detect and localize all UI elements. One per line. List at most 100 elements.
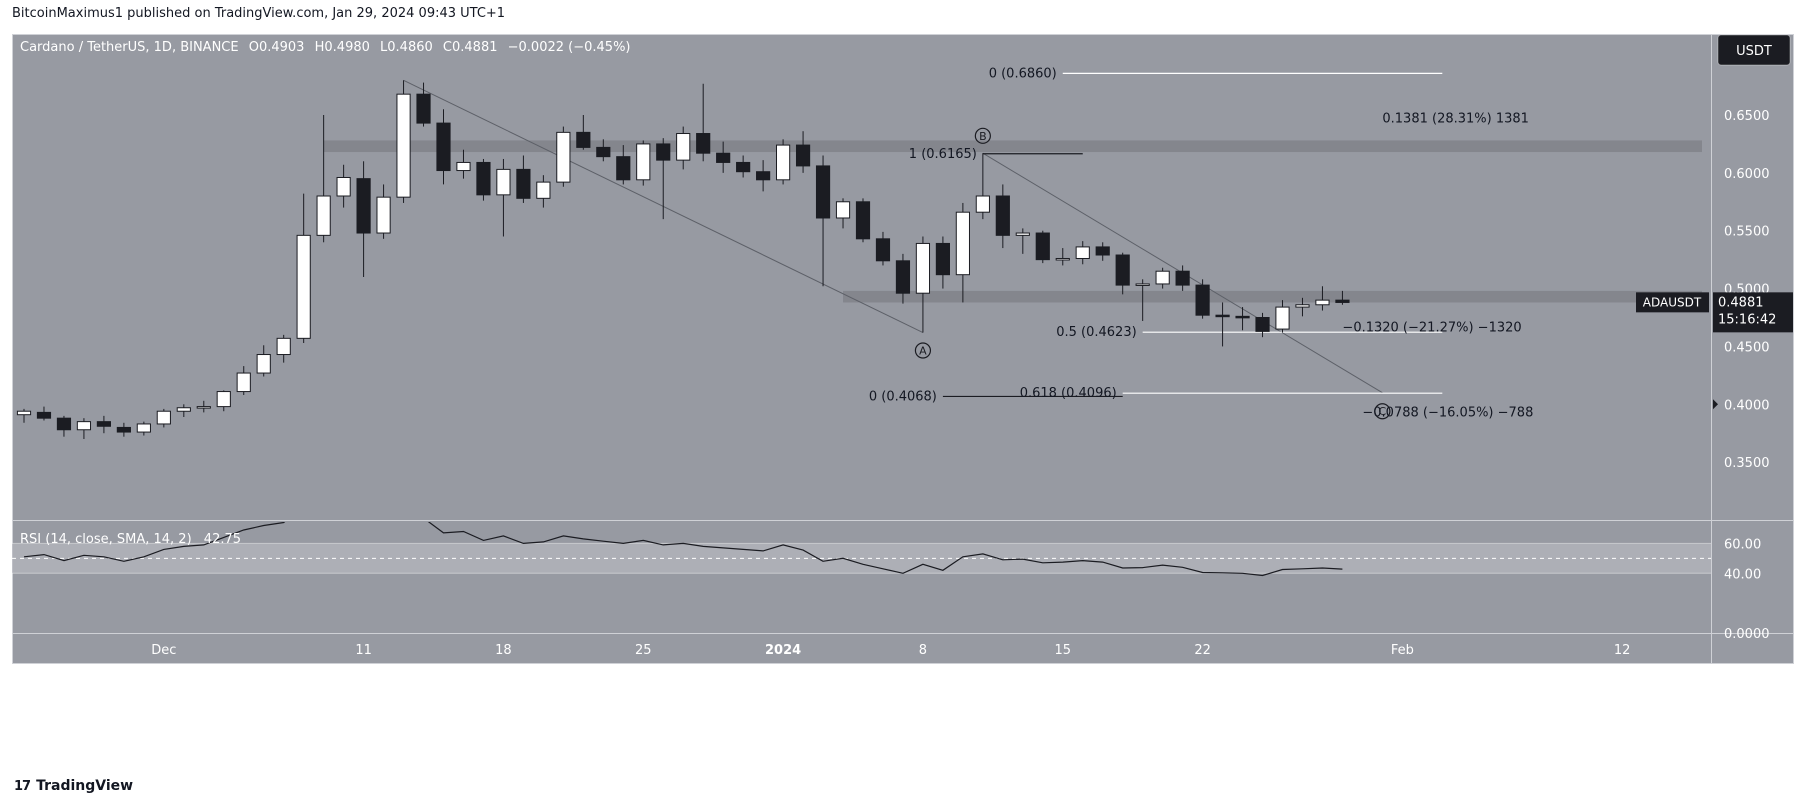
time-tick-label: 11 <box>355 643 372 658</box>
candle <box>795 131 811 173</box>
candle <box>436 109 451 185</box>
rsi-legend: RSI (14, close, SMA, 14, 2) 42.75 <box>20 532 241 547</box>
candle-body <box>596 146 611 158</box>
price-tick-label: 0.4500 <box>1724 340 1770 355</box>
candle <box>416 82 431 127</box>
candle <box>975 153 990 220</box>
candle-body <box>716 152 731 163</box>
candle-body <box>1095 246 1110 256</box>
candle <box>376 184 391 239</box>
candle <box>776 139 791 185</box>
measure-label: −0.0788 (−16.05%) −788 <box>1362 405 1533 420</box>
candle-body <box>516 168 531 199</box>
candle-body <box>356 178 371 234</box>
candle-body <box>456 161 471 172</box>
candle <box>696 83 711 162</box>
candle-body <box>1175 270 1190 286</box>
candle-body <box>636 143 651 181</box>
candle <box>1155 267 1170 289</box>
candle-body <box>1315 299 1330 306</box>
candle-body <box>1155 270 1170 285</box>
time-tick-label: 18 <box>495 643 512 658</box>
wave-label-b: B <box>974 127 991 144</box>
candle-body <box>336 176 351 197</box>
price-tick-label: 0.6000 <box>1724 167 1770 182</box>
candle-body <box>895 260 911 294</box>
candle <box>736 155 751 178</box>
candle-body <box>236 372 251 393</box>
candle-body <box>556 131 571 183</box>
currency-badge[interactable]: USDT <box>1717 34 1791 66</box>
time-tick-label: 15 <box>1054 643 1071 658</box>
candle <box>835 198 851 229</box>
candle <box>995 184 1010 249</box>
legend-low: 0.4860 <box>387 40 433 55</box>
candle-body <box>756 171 771 181</box>
candle <box>36 406 52 421</box>
time-axis[interactable]: Dec 11 18 25 2024 8 15 22 Feb 12 <box>151 643 1630 658</box>
last-price-tag: ADAUSDT 0.4881 15:16:42 <box>1636 292 1793 333</box>
candle-body <box>116 426 131 433</box>
candle <box>855 198 871 243</box>
candlesticks <box>16 80 1350 439</box>
candle-body <box>855 201 871 240</box>
candle-body <box>1075 246 1090 259</box>
candle-body <box>476 161 491 196</box>
svg-text:Cardano / TetherUS, 1D, BINANC: Cardano / TetherUS, 1D, BINANCE O0.4903 … <box>20 40 631 55</box>
candle-body <box>276 337 291 356</box>
candle <box>716 141 731 173</box>
candle <box>16 408 32 423</box>
candle <box>1135 279 1150 321</box>
wave-circle <box>914 342 932 359</box>
fibonacci-levels: 0 (0.6860) 1 (0.6165) 0.5 (0.4623) 0 (0.406… <box>869 66 1443 404</box>
candle <box>1275 300 1290 333</box>
candle-body <box>1115 254 1130 286</box>
candle-body <box>1275 306 1290 330</box>
candle-body <box>436 122 451 172</box>
candle-body <box>56 417 72 431</box>
fib-level-label: 1 (0.6165) <box>909 147 977 162</box>
candle <box>576 115 591 150</box>
candle <box>756 160 771 192</box>
wave-letter: A <box>919 344 927 357</box>
tradingview-logo-icon: 17 <box>14 778 31 794</box>
candle-body <box>1215 314 1230 318</box>
candle <box>396 80 411 203</box>
candle-body <box>1295 304 1310 308</box>
candle <box>636 140 651 186</box>
candle-body <box>96 421 111 427</box>
candle <box>875 231 891 266</box>
candle-body <box>16 410 32 416</box>
candle <box>296 193 311 343</box>
tradingview-chart[interactable]: 0 (0.6860) 1 (0.6165) 0.5 (0.4623) 0 (0.406… <box>12 34 1794 764</box>
candle <box>136 421 151 436</box>
support-resistance-zones <box>323 140 1703 303</box>
legend-c-label: C <box>443 40 452 55</box>
price-axis[interactable]: 0.35000.40000.45000.50000.55000.60000.65… <box>1713 109 1770 471</box>
candle <box>915 236 931 333</box>
candle <box>116 422 131 437</box>
candle <box>656 138 671 220</box>
chart-area[interactable]: 0 (0.6860) 1 (0.6165) 0.5 (0.4623) 0 (0.406… <box>12 34 1794 764</box>
candle-body <box>1335 299 1350 303</box>
candle-body <box>776 144 791 181</box>
candle <box>1175 265 1190 291</box>
sr-zone <box>323 140 1703 153</box>
candle-body <box>676 133 691 161</box>
candle <box>1215 302 1230 347</box>
candle-body <box>316 195 331 236</box>
time-tick-label: 12 <box>1614 643 1631 658</box>
time-tick-label: Dec <box>151 643 176 658</box>
candle-body <box>935 242 950 276</box>
candle <box>1295 297 1310 317</box>
candle <box>196 400 211 413</box>
candle <box>236 366 251 396</box>
wave-circle <box>974 127 991 144</box>
legend-o-label: O <box>249 40 259 55</box>
candle-body <box>875 238 891 262</box>
sr-zone <box>843 290 1702 303</box>
price-tag-symbol: ADAUSDT <box>1643 295 1702 309</box>
candle <box>496 158 511 237</box>
legend-h-label: H <box>315 40 325 55</box>
candle <box>596 139 611 162</box>
